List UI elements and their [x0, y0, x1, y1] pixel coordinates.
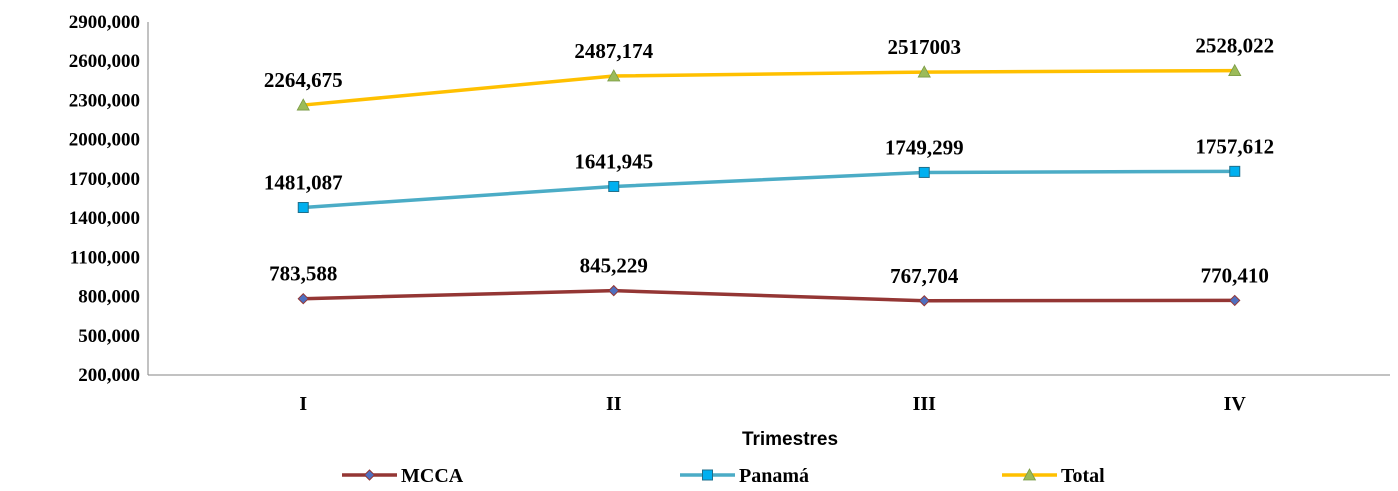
data-point-mcca: [608, 284, 620, 297]
x-tick-label: I: [299, 393, 307, 415]
y-tick-label: 200,000: [78, 365, 140, 386]
data-label-total: 2487,174: [574, 39, 653, 63]
y-tick-label: 2600,000: [69, 51, 140, 72]
data-label-total: 2264,675: [264, 68, 343, 92]
legend-label: Panamá: [739, 465, 809, 487]
data-label-mcca: 845,229: [580, 254, 648, 278]
data-label-mcca: 770,410: [1201, 263, 1269, 287]
y-tick-label: 2900,000: [69, 12, 140, 33]
legend-swatch-marker: [363, 469, 376, 481]
y-tick-label: 1100,000: [70, 247, 140, 268]
legend-label: Total: [1061, 465, 1105, 487]
data-label-panam-: 1749,299: [885, 135, 964, 159]
legend-item-total: Total: [1002, 465, 1105, 487]
chart-series: [296, 63, 1242, 307]
data-label-panam-: 1641,945: [574, 149, 653, 173]
data-point-mcca: [918, 295, 930, 307]
data-point-panam-: [297, 202, 309, 214]
legend-item-mcca: MCCA: [342, 465, 464, 487]
chart-axes: [147, 22, 1390, 376]
data-point-panam-: [608, 180, 620, 192]
legend-label: MCCA: [401, 465, 464, 487]
series-line-total: [303, 68, 1235, 107]
legend-swatch-marker: [702, 469, 713, 481]
x-axis-title: Trimestres: [742, 429, 838, 450]
series-panam-: [297, 165, 1241, 214]
y-tick-label: 800,000: [78, 287, 140, 308]
series-mcca: [297, 284, 1241, 307]
x-axis-ticks: I II III IV: [299, 393, 1246, 415]
data-label-panam-: 1757,612: [1195, 134, 1274, 158]
data-point-panam-: [918, 166, 930, 178]
y-tick-label: 1700,000: [69, 169, 140, 190]
data-point-mcca: [1229, 294, 1241, 307]
data-point-total: [917, 65, 931, 78]
data-point-panam-: [1229, 165, 1241, 177]
y-tick-label: 500,000: [78, 326, 140, 347]
data-label-panam-: 1481,087: [264, 171, 343, 195]
x-tick-label: IV: [1224, 393, 1247, 415]
data-point-mcca: [297, 292, 309, 305]
data-label-mcca: 767,704: [890, 264, 959, 288]
series-line-panam-: [303, 169, 1235, 210]
y-tick-label: 1400,000: [69, 208, 140, 229]
data-point-total: [1228, 63, 1242, 77]
data-labels: 783,588 845,229 767,704 770,410 1481,087 1641…: [264, 34, 1274, 288]
y-tick-label: 2300,000: [69, 90, 140, 111]
legend-item-panam-: Panamá: [680, 465, 809, 487]
legend-swatch-marker: [1022, 468, 1037, 481]
data-label-total: 2517003: [888, 35, 962, 59]
data-point-total: [607, 69, 621, 82]
data-label-mcca: 783,588: [269, 262, 337, 286]
x-tick-label: III: [913, 393, 937, 415]
x-tick-label: II: [606, 393, 622, 415]
series-line-mcca: [303, 288, 1235, 303]
y-tick-label: 2000,000: [69, 130, 140, 151]
chart-legend: MCCA Panamá Total: [342, 465, 1105, 487]
data-point-total: [296, 98, 310, 111]
data-label-total: 2528,022: [1195, 34, 1274, 58]
series-total: [296, 63, 1242, 111]
y-axis-ticks: 200,000 500,000 800,000 1100,000 1400,000 170…: [69, 12, 140, 386]
